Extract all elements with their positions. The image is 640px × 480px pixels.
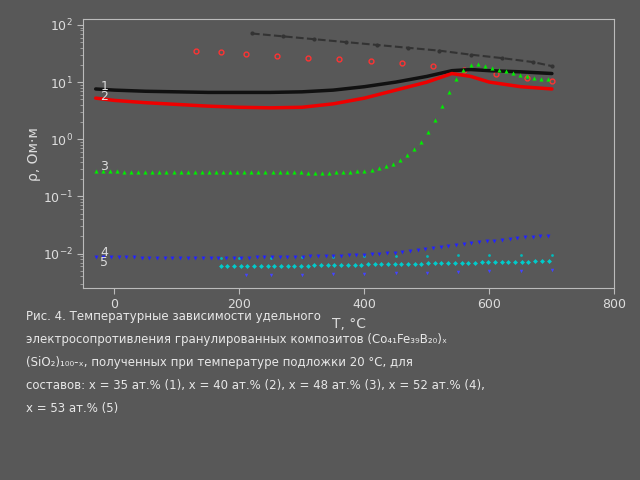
Text: 5: 5 [100, 256, 108, 269]
Text: 2: 2 [100, 90, 108, 103]
Text: составов: x = 35 ат.% (1), x = 40 ат.% (2), x = 48 ат.% (3), x = 52 ат.% (4),: составов: x = 35 ат.% (1), x = 40 ат.% (… [26, 379, 484, 392]
Y-axis label: ρ, Ом·м: ρ, Ом·м [28, 127, 42, 180]
Text: (SiO₂)₁₀₀-ₓ, полученных при температуре подложки 20 °C, для: (SiO₂)₁₀₀-ₓ, полученных при температуре … [26, 356, 412, 369]
Text: 3: 3 [100, 160, 108, 173]
X-axis label: T, °C: T, °C [332, 317, 366, 331]
Text: Рис. 4. Температурные зависимости удельного: Рис. 4. Температурные зависимости удельн… [26, 310, 321, 323]
Text: электросопротивления гранулированных композитов (Co₄₁Fe₃₉B₂₀)ₓ: электросопротивления гранулированных ком… [26, 333, 447, 346]
Text: x = 53 ат.% (5): x = 53 ат.% (5) [26, 402, 118, 415]
Text: 1: 1 [100, 80, 108, 93]
Text: 4: 4 [100, 246, 108, 259]
